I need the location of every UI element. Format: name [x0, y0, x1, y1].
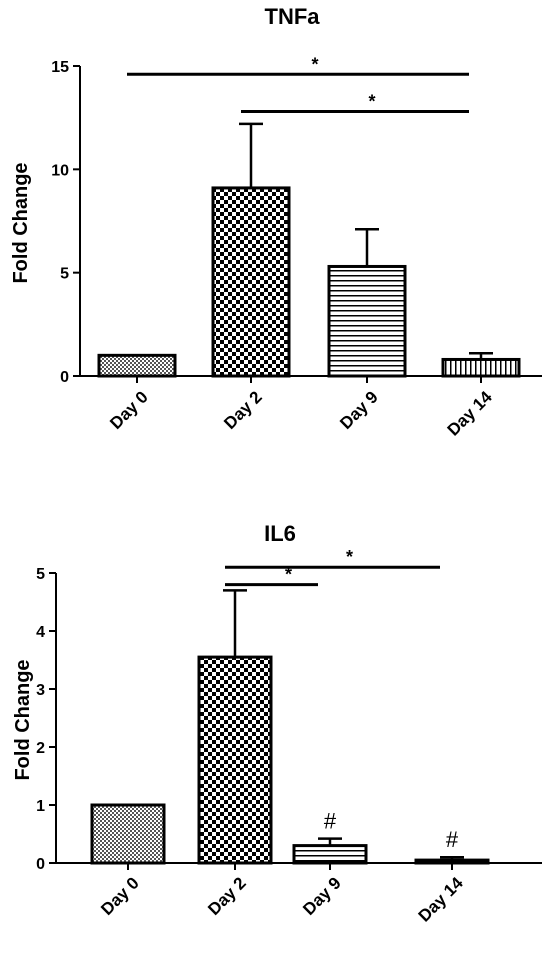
x-tick-label: Day 2: [220, 387, 266, 433]
bar-day-14: [441, 357, 521, 378]
bar-day-0: [90, 803, 166, 865]
bar-day-2: [211, 186, 291, 378]
y-axis-label: Fold Change: [12, 659, 34, 780]
bar-day-0: [97, 353, 177, 378]
x-tick-label: Day 0: [97, 873, 143, 919]
chart-title: IL6: [264, 521, 296, 546]
significance-label: *: [311, 54, 318, 74]
y-tick-label: 3: [36, 682, 45, 699]
x-tick-label: Day 9: [299, 873, 345, 919]
bar-day-14: [414, 858, 490, 865]
y-tick-label: 0: [60, 369, 69, 386]
y-tick-label: 0: [36, 856, 45, 873]
y-tick-label: 15: [51, 59, 69, 76]
point-label: #: [446, 827, 459, 852]
x-tick-label: Day 2: [204, 873, 250, 919]
y-tick-label: 5: [36, 566, 45, 583]
x-tick-label: Day 14: [415, 873, 468, 926]
significance-label: *: [368, 91, 375, 111]
x-tick-label: Day 14: [444, 387, 497, 440]
significance-label: *: [285, 565, 292, 585]
y-axis-label: Fold Change: [10, 162, 32, 283]
y-tick-label: 4: [36, 624, 45, 641]
y-tick-label: 5: [60, 266, 69, 283]
bar-day-9: [327, 264, 407, 378]
significance-label: *: [346, 547, 353, 567]
y-tick-label: 10: [51, 162, 69, 179]
x-tick-label: Day 0: [106, 387, 152, 433]
bar-day-9: [292, 844, 368, 865]
y-tick-label: 1: [36, 798, 45, 815]
chart-title: TNFa: [265, 4, 321, 29]
il6-chart: IL6 Fold Change 0 1 2 3 4 5 Day 0 Day 2 Day 9 # Da…: [12, 521, 542, 926]
point-label: #: [324, 809, 337, 834]
x-tick-label: Day 9: [336, 387, 382, 433]
tnfa-chart: TNFa Fold Change 0 5 10 15 Day 0 Day 2 Day 9 Da…: [10, 4, 542, 440]
y-tick-label: 2: [36, 740, 45, 757]
bar-day-2: [197, 655, 273, 865]
